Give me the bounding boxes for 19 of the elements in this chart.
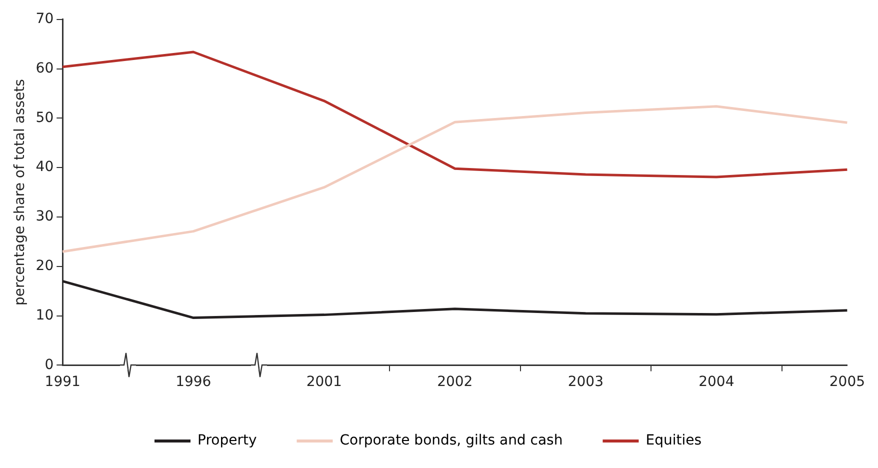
x-tick-label: 2005 <box>829 374 866 390</box>
y-tick-label: 30 <box>36 208 54 225</box>
x-tick-label: 2001 <box>306 374 342 390</box>
x-tick-label: 1996 <box>176 374 212 390</box>
y-tick-label: 50 <box>36 110 54 126</box>
x-tick-label: 2004 <box>698 374 734 390</box>
y-tick-label: 60 <box>36 60 54 76</box>
y-axis-title: percentage share of total assets <box>12 79 28 306</box>
y-tick-label: 40 <box>36 159 54 176</box>
legend-label: Corporate bonds, gilts and cash <box>340 432 563 449</box>
x-tick-label: 2003 <box>568 374 604 390</box>
y-tick-label: 0 <box>44 356 54 373</box>
legend-label: Property <box>198 432 257 449</box>
x-tick-label: 1991 <box>44 374 80 390</box>
y-tick-label: 70 <box>36 11 54 28</box>
legend-label: Equities <box>646 432 702 449</box>
y-tick-label: 10 <box>36 307 54 324</box>
y-tick-label: 20 <box>36 258 54 274</box>
x-tick-label: 2002 <box>437 374 473 390</box>
